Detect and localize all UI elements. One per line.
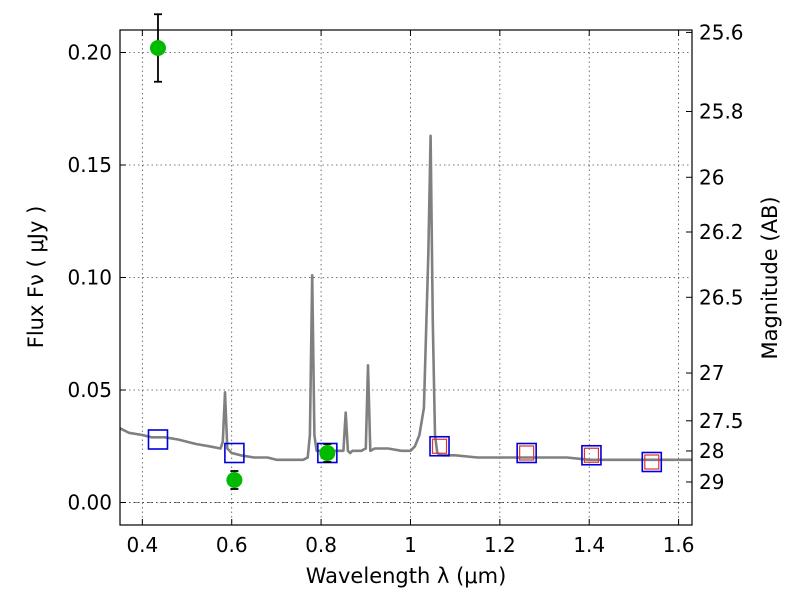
model-photometry-inner-box — [431, 438, 448, 454]
model-photometry-box — [581, 444, 602, 466]
model-photometry-inner-box — [519, 445, 535, 461]
y-tick-label: 0.00 — [67, 491, 112, 515]
x-axis-label: Wavelength λ (μm) — [306, 564, 507, 588]
plot-frame — [119, 29, 693, 526]
observed-point — [319, 445, 336, 461]
magnitude-tick-label: 26 — [699, 165, 724, 189]
y-tick-label: 0.20 — [67, 41, 112, 65]
magnitude-tick-label: 25.8 — [699, 99, 744, 123]
model-photometry-box — [224, 442, 245, 464]
magnitude-tick-label: 28 — [699, 439, 724, 463]
magnitude-tick-label: 26.2 — [699, 220, 744, 244]
grid-lines — [120, 30, 692, 525]
tick-labels: 0.4 0.6 0.8 1 1.2 1.4 1.6 0.00 0.05 0.10 0.15 0.20 2… — [67, 20, 743, 557]
model-sed-line — [119, 134, 692, 462]
x-tick-label: 0.8 — [305, 533, 337, 557]
model-photometry-box — [516, 442, 537, 464]
magnitude-tick-label: 25.6 — [699, 20, 744, 44]
magnitude-axis-label: Magnitude (AB) — [758, 196, 782, 359]
model-photometry-inner-box — [583, 447, 600, 463]
y-axis-label: Flux Fν ( μJy ) — [24, 206, 48, 349]
magnitude-tick-label: 29 — [699, 470, 724, 494]
model-photometry-inner-box — [644, 454, 660, 470]
x-tick-label: 0.6 — [216, 533, 248, 557]
x-tick-label: 1.2 — [484, 533, 516, 557]
y-tick-label: 0.10 — [67, 266, 112, 290]
x-tick-label: 1.4 — [573, 533, 605, 557]
x-tick-label: 0.4 — [126, 533, 158, 557]
y-tick-label: 0.15 — [67, 153, 112, 177]
axis-ticks — [120, 30, 692, 525]
x-tick-label: 1.6 — [663, 533, 695, 557]
magnitude-tick-label: 27.5 — [699, 409, 744, 433]
observed-point — [149, 40, 166, 56]
model-photometry-box — [429, 435, 450, 457]
magnitude-tick-label: 26.5 — [699, 285, 744, 309]
model-photometry-box — [641, 451, 663, 473]
model-photometry-box — [147, 429, 169, 450]
y-tick-label: 0.05 — [67, 378, 112, 402]
observed-point — [226, 472, 243, 488]
x-tick-label: 1 — [404, 533, 417, 557]
magnitude-tick-label: 27 — [699, 361, 724, 385]
data-series — [119, 13, 692, 490]
